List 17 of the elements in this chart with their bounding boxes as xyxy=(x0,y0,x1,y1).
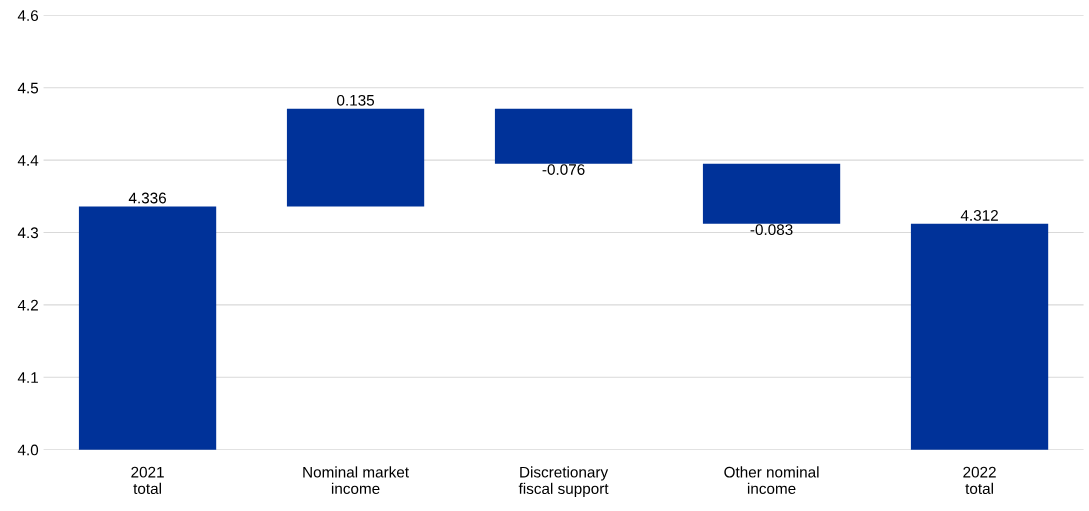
x-tick-label: 2022 total xyxy=(963,466,996,495)
data-label: 4.336 xyxy=(128,192,167,204)
y-tick-label: 4.6 xyxy=(17,10,39,22)
data-label: -0.083 xyxy=(750,224,793,236)
x-tick-label: Nominal market income xyxy=(303,466,409,495)
y-tick-label: 4.0 xyxy=(17,444,39,456)
data-label: 0.135 xyxy=(337,94,375,106)
y-tick-label: 4.2 xyxy=(17,299,38,311)
data-label: 4.312 xyxy=(960,209,998,221)
x-tick-label: Discretionary fiscal support xyxy=(518,466,609,498)
y-tick-label: 4.5 xyxy=(17,82,39,94)
y-tick-label: 4.1 xyxy=(17,372,38,383)
x-tick-label: Other nominal income xyxy=(724,466,819,495)
x-tick-label: 2021 total xyxy=(131,466,164,495)
data-label: -0.076 xyxy=(542,164,585,175)
y-tick-label: 4.3 xyxy=(17,227,39,239)
y-tick-label: 4.4 xyxy=(17,155,39,166)
